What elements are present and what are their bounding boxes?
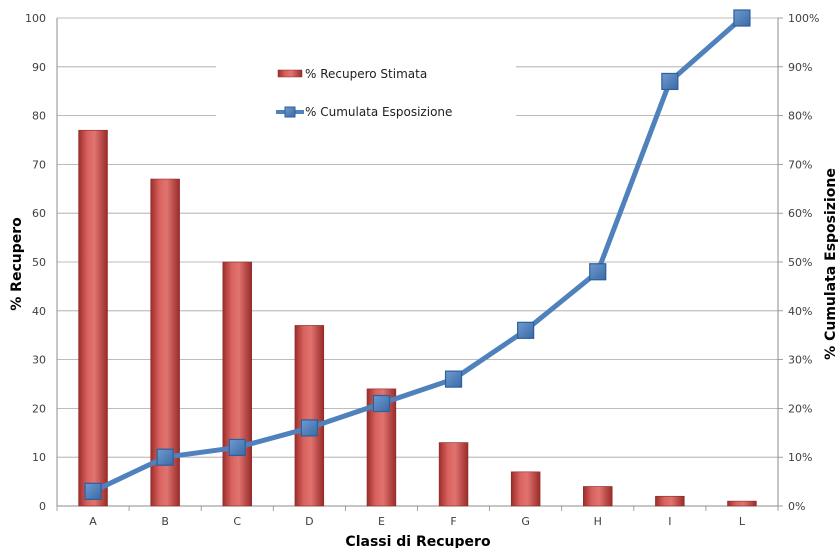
legend-marker-swatch xyxy=(284,106,296,118)
y2-tick-label: 50% xyxy=(788,256,812,269)
line-marker-I xyxy=(661,72,679,91)
line-marker-B xyxy=(156,448,174,466)
line-marker-D xyxy=(300,419,318,437)
y2-tick-label: 40% xyxy=(788,305,812,318)
bar-I xyxy=(655,495,685,507)
x-tick-label: F xyxy=(450,515,456,528)
y2-tick-label: 0% xyxy=(788,500,805,513)
x-tick-label: E xyxy=(378,515,385,528)
tick-labels: 0 10 20 30 40 50 60 70 80 90 100 0% 10% 20% 30% 40% 50% 6… xyxy=(25,12,819,528)
y-tick-label: 60 xyxy=(32,207,46,220)
x-tick-label: L xyxy=(739,515,746,528)
bar-F xyxy=(438,442,469,507)
bar-G xyxy=(510,471,541,507)
y2-tick-label: 20% xyxy=(788,402,812,415)
line-marker-G xyxy=(517,321,535,339)
x-tick-label: B xyxy=(161,515,169,528)
line-marker-H xyxy=(589,263,607,281)
y2-tick-label: 80% xyxy=(788,110,812,123)
y-tick-label: 40 xyxy=(32,305,46,318)
y2-axis-title: % Cumulata Esposizione xyxy=(823,168,839,360)
bar-D xyxy=(294,325,325,507)
x-axis-title: Classi di Recupero xyxy=(345,534,491,548)
x-tick-label: H xyxy=(594,515,602,528)
legend-label-bars: % Recupero Stimata xyxy=(305,67,427,81)
bar-L xyxy=(727,500,757,507)
x-tick-label: D xyxy=(305,515,313,528)
y-tick-label: 80 xyxy=(32,110,46,123)
line-marker-A xyxy=(84,482,102,500)
bar-A xyxy=(78,129,108,507)
cumulative-line xyxy=(91,16,744,494)
y2-tick-label: 10% xyxy=(788,451,812,464)
legend-bar-swatch xyxy=(277,69,303,78)
line-series xyxy=(84,9,751,500)
y-tick-label: 10 xyxy=(32,451,46,464)
line-marker-E xyxy=(372,394,391,413)
x-tick-label: G xyxy=(521,515,530,528)
bar-series xyxy=(78,129,757,507)
y2-tick-label: 60% xyxy=(788,207,812,220)
bar-H xyxy=(583,486,613,507)
y2-tick-label: 100% xyxy=(788,12,819,25)
x-tick-label: I xyxy=(668,515,671,528)
y-axis-title: % Recupero xyxy=(9,217,25,311)
y-tick-label: 100 xyxy=(25,12,46,25)
line-marker-F xyxy=(444,370,463,388)
legend: % Recupero Stimata % Cumulata Esposizion… xyxy=(216,58,516,130)
line-marker-L xyxy=(733,9,751,27)
legend-background xyxy=(216,58,516,130)
line-marker-C xyxy=(228,438,246,457)
y2-tick-label: 90% xyxy=(788,61,812,74)
legend-label-line: % Cumulata Esposizione xyxy=(305,105,452,119)
y-tick-label: 0 xyxy=(39,500,46,513)
y-tick-label: 20 xyxy=(32,402,46,415)
y-tick-label: 50 xyxy=(32,256,46,269)
y2-tick-label: 70% xyxy=(788,158,812,171)
y-tick-label: 70 xyxy=(32,158,46,171)
bar-C xyxy=(222,261,252,507)
x-tick-label: C xyxy=(233,515,241,528)
y2-tick-label: 30% xyxy=(788,354,812,367)
y-tick-label: 30 xyxy=(32,354,46,367)
x-tick-label: A xyxy=(89,515,97,528)
y-tick-label: 90 xyxy=(32,61,46,74)
